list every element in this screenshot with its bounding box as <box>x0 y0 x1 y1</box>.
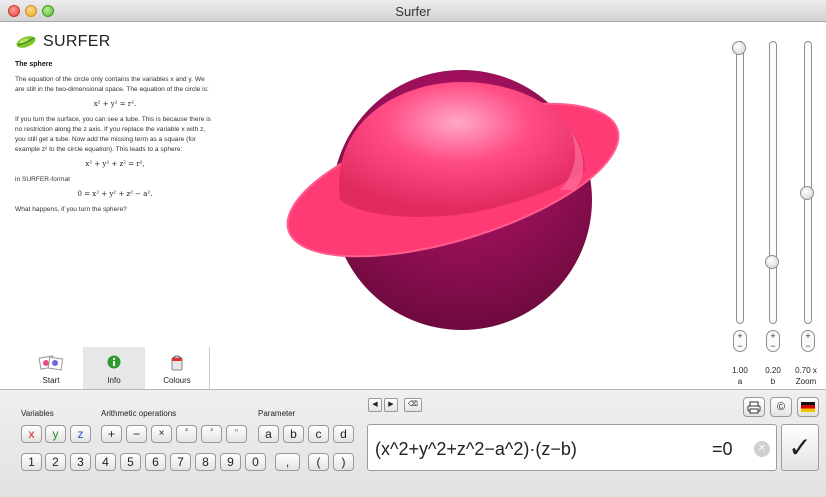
key-open-paren[interactable]: ( <box>308 453 329 471</box>
key-d[interactable]: d <box>333 425 354 443</box>
formula-circle: x² + y² = r². <box>93 100 137 108</box>
slider-zoom-stepper[interactable]: + − <box>801 330 815 352</box>
backspace-button[interactable]: ⌫ <box>404 398 422 412</box>
document-text: The sphere The equation of the circle on… <box>15 60 215 215</box>
slider-b-knob[interactable] <box>765 255 779 269</box>
equation-text[interactable]: (x^2+y^2+z^2−a^2)·(z−b) <box>375 439 577 459</box>
info-icon <box>107 355 121 374</box>
key-c[interactable]: c <box>308 425 329 443</box>
paragraph-3: in SURFER-format <box>15 176 70 183</box>
variables-label: Variables <box>21 409 54 418</box>
key-5[interactable]: 5 <box>120 453 141 471</box>
slider-b-stepper[interactable]: + − <box>766 330 780 352</box>
slider-a-knob[interactable] <box>732 41 746 55</box>
slider-a-value: 1.00 <box>732 366 748 375</box>
equation-input[interactable]: (x^2+y^2+z^2−a^2)·(z−b) =0 ✕ <box>367 424 777 471</box>
surfer-logo: SURFER <box>15 30 215 54</box>
tab-info[interactable]: Info <box>83 347 145 389</box>
print-icon <box>747 401 761 414</box>
title-bar: Surfer <box>0 0 826 22</box>
backspace-icon: ⌫ <box>408 401 418 408</box>
paragraph-1: The equation of the circle only contains… <box>15 76 209 93</box>
left-arrow-icon: ◀ <box>372 401 378 408</box>
slider-b-track <box>769 41 777 324</box>
info-panel: SURFER The sphere The equation of the ci… <box>15 30 215 219</box>
paragraph-2: If you turn the surface, you can see a t… <box>15 116 211 153</box>
tab-info-label: Info <box>107 376 121 385</box>
slider-zoom-label: Zoom <box>795 377 817 386</box>
clear-icon[interactable]: ✕ <box>754 441 770 457</box>
slider-b[interactable] <box>765 41 779 324</box>
tab-colours[interactable]: Colours <box>146 347 208 389</box>
parameter-label: Parameter <box>258 409 296 418</box>
slider-a-label: a <box>737 377 743 386</box>
logo-text: SURFER <box>43 33 111 50</box>
tab-bar: Start Info Colours <box>20 347 210 389</box>
key-z[interactable]: z <box>70 425 91 443</box>
paint-bucket-icon <box>170 355 184 376</box>
formula-surfer: 0 = x² + y² + z² − a². <box>77 190 153 198</box>
apply-button[interactable]: ✓ <box>781 424 819 471</box>
key-3[interactable]: 3 <box>70 453 91 471</box>
sphere-upper <box>339 82 585 217</box>
key-1[interactable]: 1 <box>21 453 42 471</box>
key-square[interactable]: ² <box>176 425 197 443</box>
key-4[interactable]: 4 <box>95 453 116 471</box>
document-heading: The sphere <box>15 61 53 68</box>
print-button[interactable] <box>743 397 765 417</box>
key-b[interactable]: b <box>283 425 304 443</box>
cursor-left-button[interactable]: ◀ <box>368 398 382 412</box>
window-title: Surfer <box>395 4 431 19</box>
tab-colours-label: Colours <box>163 376 191 385</box>
key-minus[interactable]: − <box>126 425 147 443</box>
gallery-icon <box>38 355 64 376</box>
german-flag-icon <box>801 402 815 412</box>
key-7[interactable]: 7 <box>170 453 191 471</box>
key-8[interactable]: 8 <box>195 453 216 471</box>
tab-start[interactable]: Start <box>20 347 82 389</box>
slider-a-stepper[interactable]: + − <box>733 330 747 352</box>
right-arrow-icon: ▶ <box>388 401 394 408</box>
key-x[interactable]: x <box>21 425 42 443</box>
copyright-icon: © <box>776 401 786 413</box>
key-plus[interactable]: + <box>101 425 122 443</box>
language-button[interactable] <box>797 397 819 417</box>
key-multiply[interactable]: × <box>151 425 172 443</box>
key-0[interactable]: 0 <box>245 453 266 471</box>
key-a[interactable]: a <box>258 425 279 443</box>
minimize-window-button[interactable] <box>25 5 37 17</box>
surfboard-logo-icon <box>16 36 36 48</box>
key-cube[interactable]: ³ <box>201 425 222 443</box>
key-close-paren[interactable]: ) <box>333 453 354 471</box>
key-power-n[interactable]: ⁿ <box>226 425 247 443</box>
key-6[interactable]: 6 <box>145 453 166 471</box>
key-comma[interactable]: , <box>275 453 300 471</box>
slider-zoom-value: 0.70 x <box>795 366 817 375</box>
slider-b-label: b <box>770 377 776 386</box>
slider-a[interactable] <box>732 41 746 324</box>
zoom-window-button[interactable] <box>42 5 54 17</box>
checkmark-icon: ✓ <box>788 432 812 463</box>
equation-rhs: =0 <box>712 439 733 459</box>
slider-zoom[interactable] <box>800 41 814 324</box>
slider-zoom-track <box>804 41 812 324</box>
key-9[interactable]: 9 <box>220 453 241 471</box>
cursor-right-button[interactable]: ▶ <box>384 398 398 412</box>
copyright-button[interactable]: © <box>770 397 792 417</box>
arithmetic-label: Arithmetic operations <box>101 409 177 418</box>
key-y[interactable]: y <box>45 425 66 443</box>
slider-a-track <box>736 41 744 324</box>
key-2[interactable]: 2 <box>45 453 66 471</box>
slider-zoom-knob[interactable] <box>800 186 814 200</box>
paragraph-4: What happens, if you turn the sphere? <box>15 206 127 213</box>
formula-sphere: x² + y² + z² = r², <box>85 160 145 168</box>
tab-start-label: Start <box>42 376 60 385</box>
close-window-button[interactable] <box>8 5 20 17</box>
slider-b-value: 0.20 <box>765 366 781 375</box>
